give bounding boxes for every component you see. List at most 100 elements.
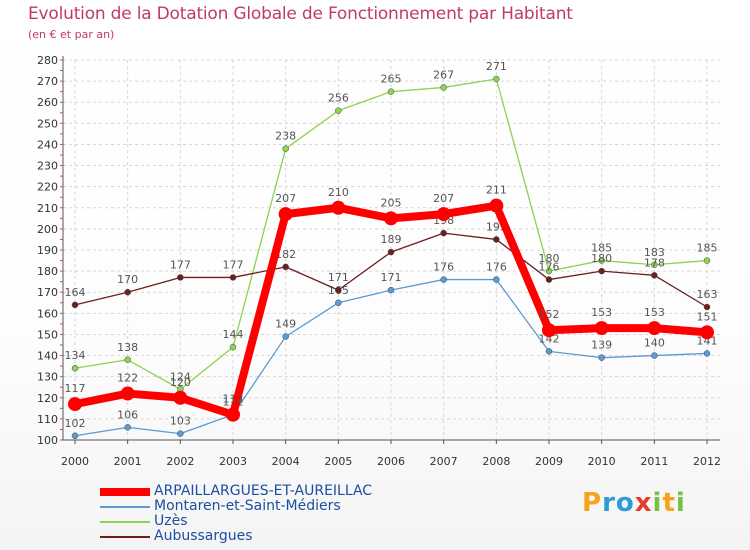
data-point-aubussargues	[440, 229, 447, 237]
data-label-uzes: 267	[433, 68, 454, 81]
logo-letter: r	[602, 488, 616, 518]
data-point-arpaillargues-et-aureillac	[173, 390, 188, 405]
x-tick-label: 2005	[324, 455, 352, 468]
data-point-aubussargues	[335, 286, 342, 294]
data-point-uzes	[71, 364, 79, 372]
data-label-uzes: 185	[591, 242, 612, 255]
data-point-montaren-et-saint-mediers	[545, 348, 553, 355]
data-point-uzes	[229, 343, 237, 351]
data-point-aubussargues	[71, 301, 79, 309]
data-point-aubussargues	[124, 288, 131, 296]
data-point-montaren-et-saint-mediers	[651, 352, 658, 359]
y-tick-label: 270	[37, 75, 58, 88]
data-label-arpaillargues-et-aureillac: 205	[381, 196, 402, 209]
data-point-arpaillargues-et-aureillac	[700, 325, 714, 340]
legend-label: Montaren-et-Saint-Médiers	[154, 498, 341, 514]
data-label-montaren-et-saint-mediers: 139	[591, 339, 612, 352]
data-point-montaren-et-saint-mediers	[598, 354, 605, 361]
data-point-uzes	[282, 145, 289, 152]
data-point-montaren-et-saint-mediers	[282, 333, 289, 340]
data-point-aubussargues	[177, 274, 184, 281]
x-tick-label: 2001	[114, 455, 142, 468]
data-point-uzes	[545, 267, 553, 275]
data-label-arpaillargues-et-aureillac: 207	[433, 192, 454, 205]
data-label-montaren-et-saint-mediers: 142	[539, 332, 560, 345]
data-point-uzes	[703, 257, 711, 264]
data-label-uzes: 238	[275, 130, 296, 143]
data-point-uzes	[598, 257, 605, 264]
y-tick-label: 240	[37, 138, 58, 151]
data-point-arpaillargues-et-aureillac	[278, 207, 293, 222]
data-label-aubussargues: 176	[539, 261, 560, 274]
data-label-arpaillargues-et-aureillac: 210	[328, 186, 349, 199]
x-tick-label: 2002	[166, 455, 194, 468]
proxiti-logo: Proxiti	[582, 488, 686, 518]
data-point-aubussargues	[387, 248, 395, 256]
data-point-montaren-et-saint-mediers	[440, 276, 447, 283]
data-label-aubussargues: 182	[275, 248, 296, 261]
data-label-montaren-et-saint-mediers: 149	[275, 318, 296, 331]
y-tick-label: 250	[37, 117, 58, 130]
data-label-arpaillargues-et-aureillac: 152	[539, 308, 560, 321]
data-point-aubussargues	[651, 272, 658, 279]
y-tick-label: 150	[37, 328, 58, 341]
data-point-aubussargues	[598, 267, 605, 275]
data-point-montaren-et-saint-mediers	[703, 350, 711, 357]
data-label-montaren-et-saint-mediers: 176	[486, 261, 507, 274]
logo-letter: x	[634, 488, 653, 518]
data-label-arpaillargues-et-aureillac: 117	[65, 382, 86, 395]
y-tick-label: 260	[37, 96, 58, 109]
logo-letter: i	[652, 488, 663, 518]
data-label-aubussargues: 178	[644, 256, 665, 269]
data-point-uzes	[493, 75, 500, 83]
data-point-aubussargues	[229, 274, 237, 281]
x-tick-label: 2006	[377, 455, 405, 468]
data-label-arpaillargues-et-aureillac: 151	[697, 310, 718, 323]
line-chart: 100 110 120 130 140 150 160 170 180 190 200 210 220 2…	[37, 54, 721, 468]
y-tick-label: 140	[37, 350, 58, 363]
chart-title: Evolution de la Dotation Globale de Fonc…	[28, 4, 573, 24]
legend-swatch	[100, 535, 150, 538]
data-label-arpaillargues-et-aureillac: 153	[591, 306, 612, 319]
data-label-aubussargues: 171	[328, 271, 349, 284]
data-point-uzes	[651, 261, 658, 269]
logo-letter: P	[582, 488, 603, 518]
data-label-arpaillargues-et-aureillac: 120	[170, 376, 191, 389]
data-point-arpaillargues-et-aureillac	[594, 321, 609, 336]
y-tick-label: 130	[37, 371, 58, 384]
legend-swatch	[100, 520, 150, 523]
legend-label: Aubussargues	[154, 528, 253, 544]
data-label-montaren-et-saint-mediers: 106	[117, 408, 138, 421]
y-tick-label: 160	[37, 307, 58, 320]
y-tick-label: 110	[37, 413, 58, 426]
data-label-aubussargues: 177	[170, 258, 191, 271]
x-tick-label: 2004	[272, 455, 300, 468]
data-point-montaren-et-saint-mediers	[71, 432, 79, 440]
legend-label: Uzès	[154, 513, 188, 529]
data-point-aubussargues	[493, 236, 500, 243]
data-point-montaren-et-saint-mediers	[124, 424, 131, 431]
x-tick-label: 2010	[588, 455, 616, 468]
data-point-uzes	[124, 356, 131, 364]
data-label-uzes: 256	[328, 92, 349, 105]
data-label-aubussargues: 163	[697, 288, 718, 301]
data-point-arpaillargues-et-aureillac	[331, 200, 346, 215]
data-label-aubussargues: 177	[223, 258, 244, 271]
x-tick-label: 2007	[430, 455, 458, 468]
data-point-uzes	[387, 88, 395, 95]
data-label-aubussargues: 189	[381, 233, 402, 246]
y-tick-label: 190	[37, 244, 58, 257]
data-label-arpaillargues-et-aureillac: 211	[486, 184, 507, 197]
data-point-arpaillargues-et-aureillac	[542, 323, 556, 338]
y-tick-label: 230	[37, 160, 58, 173]
y-tick-label: 120	[37, 392, 58, 405]
data-label-uzes: 144	[223, 328, 244, 341]
y-tick-label: 180	[37, 265, 58, 278]
data-point-arpaillargues-et-aureillac	[68, 397, 82, 412]
logo-letter: t	[662, 488, 676, 518]
logo-letter: i	[675, 488, 686, 518]
x-tick-label: 2011	[640, 455, 668, 468]
data-point-aubussargues	[282, 263, 289, 271]
data-label-arpaillargues-et-aureillac: 122	[117, 372, 138, 385]
